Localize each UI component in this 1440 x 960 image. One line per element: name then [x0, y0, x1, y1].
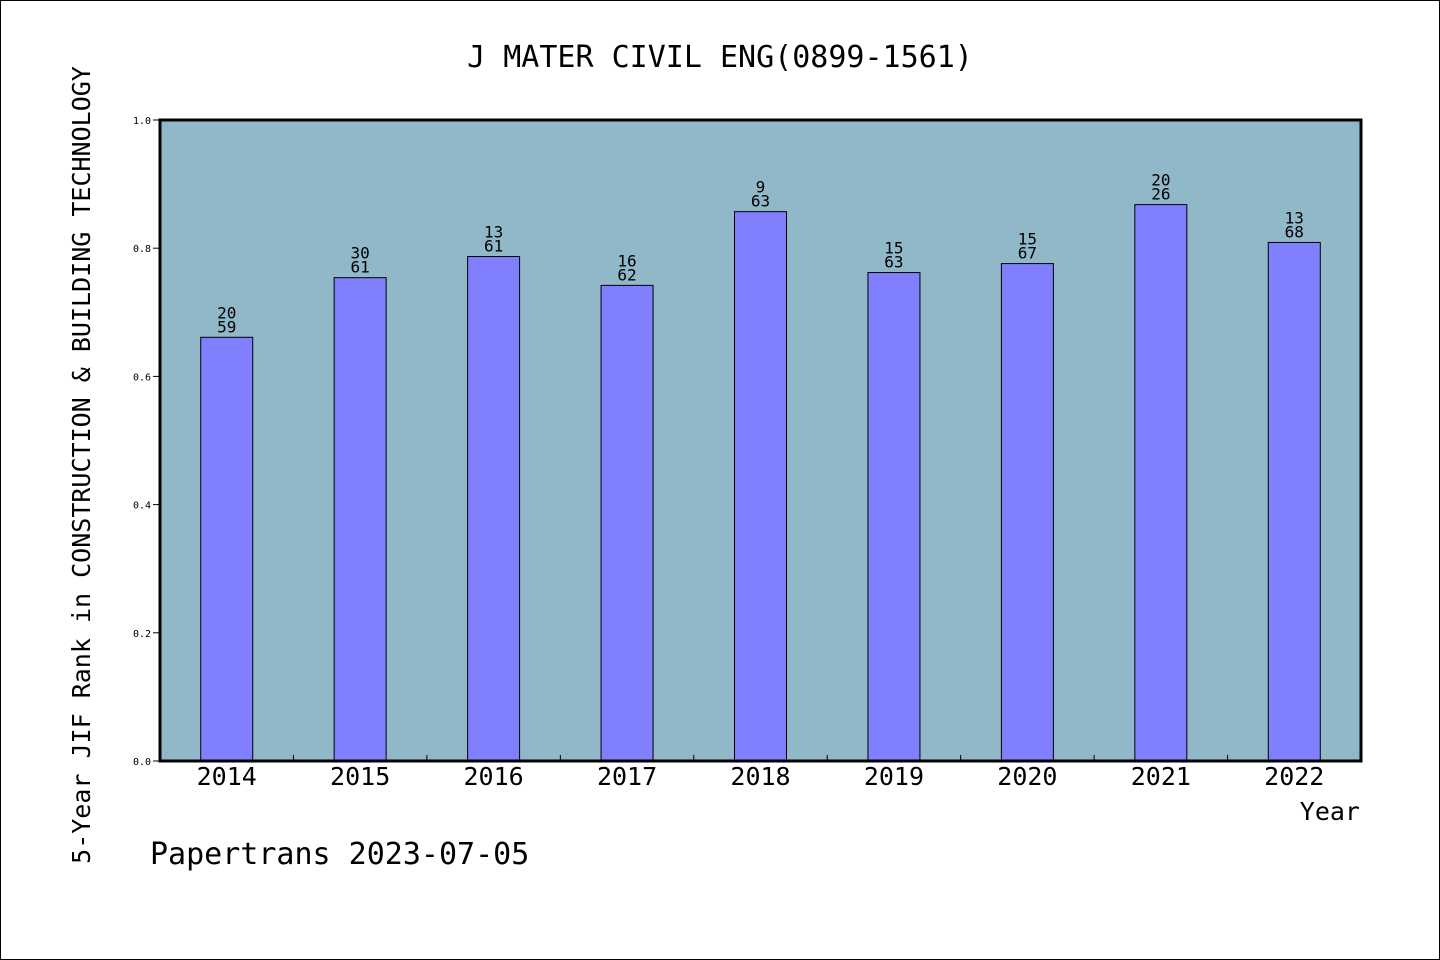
x-tick-label: 2020 — [997, 762, 1057, 791]
y-tick-label: 0.0 — [133, 757, 151, 768]
y-tick-label: 0.8 — [133, 244, 151, 255]
rank-label: 20 — [217, 303, 236, 322]
bar-2022 — [1267, 241, 1321, 762]
bar-2021 — [1134, 204, 1188, 762]
x-tick-label: 2018 — [730, 762, 790, 791]
rank-label: 9 — [756, 178, 766, 197]
bar-2018 — [734, 211, 787, 762]
rank-label: 16 — [617, 251, 636, 270]
y-axis-ticks: 0.0 0.2 0.4 0.6 0.8 1.0 — [133, 116, 160, 768]
rank-label: 15 — [884, 239, 903, 258]
footer-text: Papertrans 2023-07-05 — [150, 837, 529, 872]
total-label: 68 — [1285, 222, 1304, 241]
total-label: 61 — [484, 237, 503, 256]
bar-2016 — [467, 256, 521, 762]
rank-label: 15 — [1018, 230, 1037, 249]
y-tick-label: 0.4 — [133, 501, 151, 512]
x-tick-label: 2021 — [1131, 762, 1191, 791]
y-tick-label: 0.6 — [133, 372, 151, 383]
rank-label: 30 — [351, 244, 370, 263]
bar-2015 — [333, 277, 387, 762]
rank-label: 20 — [1151, 171, 1170, 190]
bar-2014 — [200, 336, 254, 762]
bar-2019 — [867, 272, 921, 762]
bar-2020 — [1000, 263, 1054, 762]
x-tick-label: 2016 — [464, 762, 524, 791]
bar-2017 — [600, 284, 654, 762]
x-tick-label: 2022 — [1264, 762, 1324, 791]
chart-title: J MATER CIVIL ENG(0899-1561) — [467, 40, 973, 75]
bars — [200, 204, 1321, 762]
total-label: 59 — [217, 317, 236, 336]
x-tick-label: 2017 — [597, 762, 657, 791]
rank-label: 13 — [1285, 208, 1304, 227]
total-label: 26 — [1151, 185, 1170, 204]
total-label: 63 — [884, 253, 903, 272]
total-label: 61 — [351, 258, 370, 277]
rank-label: 13 — [484, 223, 503, 242]
x-tick-label: 2015 — [330, 762, 390, 791]
x-tick-label: 2014 — [197, 762, 257, 791]
y-axis-label: 5-Year JIF Rank in CONSTRUCTION & BUILDI… — [67, 66, 96, 864]
total-label: 63 — [751, 192, 770, 211]
y-tick-label: 1.0 — [133, 116, 151, 127]
total-label: 62 — [617, 265, 636, 284]
plot-border — [158, 118, 1363, 763]
y-tick-label: 0.2 — [133, 629, 151, 640]
total-label: 67 — [1018, 244, 1037, 263]
x-axis-ticks: 2014 2015 2016 2017 2018 2019 2020 2021 2022 — [197, 755, 1324, 791]
x-axis-label: Year — [1300, 797, 1360, 826]
x-tick-label: 2019 — [864, 762, 924, 791]
